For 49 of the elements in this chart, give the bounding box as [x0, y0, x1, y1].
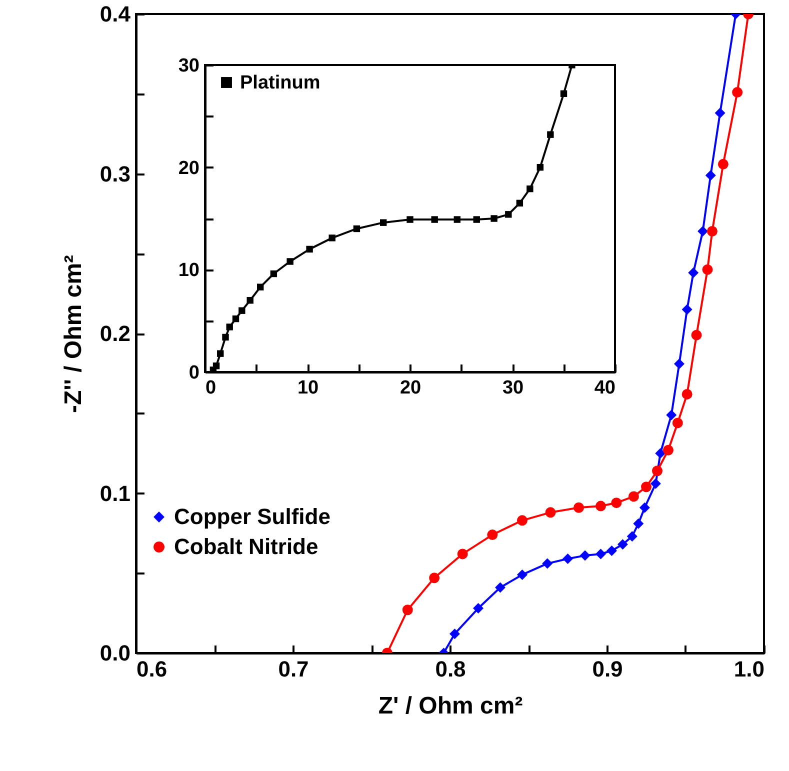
x-tick-label: 0.8 [435, 656, 466, 682]
point [217, 350, 224, 357]
x-tick-label: 10 [297, 378, 319, 398]
point [490, 215, 498, 222]
legend-label: Cobalt Nitride [174, 534, 318, 560]
x-tick-label: 40 [594, 378, 616, 398]
x-tick-label: 1.0 [734, 656, 764, 682]
point [286, 258, 294, 265]
x-tick-label: 0.6 [136, 656, 168, 682]
y-tick-label: 10 [178, 260, 200, 282]
y-tick-label: 0.4 [100, 2, 132, 26]
point [406, 216, 414, 223]
point [353, 225, 360, 232]
point [380, 219, 387, 226]
point [246, 297, 254, 304]
point [516, 200, 524, 207]
point [270, 270, 278, 278]
y-tick-label: 0.1 [100, 480, 130, 506]
point [306, 246, 313, 253]
point [232, 315, 240, 322]
point [212, 362, 220, 370]
y-axis-title: -Z'' / Ohm cm² [60, 254, 87, 414]
point [226, 324, 233, 330]
y-tick-label: 0.0 [100, 640, 130, 666]
x-tick-label: 30 [502, 378, 524, 398]
x-tick-label: 0.9 [592, 656, 623, 682]
point [560, 90, 568, 98]
point [238, 307, 246, 314]
point [536, 164, 544, 171]
x-tick-label: 0 [206, 378, 216, 398]
point [547, 131, 554, 138]
y-tick-label: 0.3 [100, 161, 130, 186]
point [505, 211, 512, 218]
x-tick-label: 20 [400, 378, 422, 398]
y-tick-label: 0 [188, 362, 200, 384]
legend-label: Copper Sulfide [174, 504, 330, 530]
x-tick-label: 0.7 [278, 656, 309, 682]
y-tick-label: 20 [178, 158, 200, 179]
point [431, 216, 438, 223]
point [222, 334, 229, 341]
legend-label: Platinum [240, 72, 320, 94]
point [473, 216, 480, 223]
y-tick-label: 0.2 [100, 321, 130, 346]
point [454, 216, 461, 223]
point [328, 234, 336, 242]
y-tick-label: 30 [178, 56, 200, 76]
x-axis-title: Z' / Ohm cm² [378, 692, 523, 720]
point [256, 284, 264, 290]
point [526, 185, 534, 192]
